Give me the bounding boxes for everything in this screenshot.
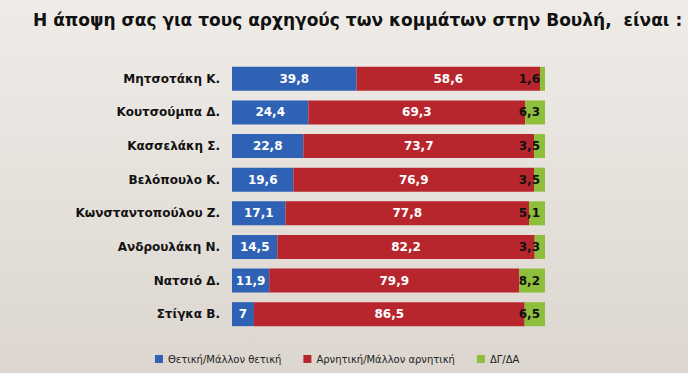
svg-text:1,6: 1,6 <box>519 72 540 86</box>
svg-text:8,2: 8,2 <box>519 274 540 288</box>
svg-text:Μητσοτάκη Κ.: Μητσοτάκη Κ. <box>123 72 220 86</box>
svg-text:Η άποψη σας για τους αρχηγούς: Η άποψη σας για τους αρχηγούς των κομμάτ… <box>33 10 682 30</box>
svg-text:86,5: 86,5 <box>374 307 404 321</box>
svg-text:19,6: 19,6 <box>248 173 278 187</box>
svg-text:Στίγκα Β.: Στίγκα Β. <box>157 307 220 321</box>
svg-text:58,6: 58,6 <box>433 72 463 86</box>
svg-text:Νατσιό Δ.: Νατσιό Δ. <box>154 274 220 288</box>
svg-text:76,9: 76,9 <box>399 173 429 187</box>
svg-text:ΔΓ/ΔΑ: ΔΓ/ΔΑ <box>490 354 520 365</box>
svg-text:22,8: 22,8 <box>253 139 283 153</box>
svg-text:Θετική/Μάλλον θετική: Θετική/Μάλλον θετική <box>168 354 281 365</box>
svg-text:39,8: 39,8 <box>279 72 309 86</box>
svg-text:3,5: 3,5 <box>519 139 540 153</box>
svg-text:Κωνσταντοπούλου Ζ.: Κωνσταντοπούλου Ζ. <box>76 206 220 220</box>
svg-text:17,1: 17,1 <box>244 206 274 220</box>
svg-text:Αρνητική/Μάλλον αρνητική: Αρνητική/Μάλλον αρνητική <box>316 354 455 365</box>
svg-text:6,5: 6,5 <box>519 307 540 321</box>
svg-text:6,3: 6,3 <box>519 105 540 119</box>
svg-text:73,7: 73,7 <box>404 139 434 153</box>
svg-text:Βελόπουλο Κ.: Βελόπουλο Κ. <box>129 173 220 187</box>
svg-text:14,5: 14,5 <box>240 240 270 254</box>
svg-text:82,2: 82,2 <box>391 240 421 254</box>
svg-text:Κασσελάκη Σ.: Κασσελάκη Σ. <box>127 139 220 153</box>
svg-text:7: 7 <box>239 307 247 321</box>
svg-text:3,3: 3,3 <box>519 240 540 254</box>
svg-text:Ανδρουλάκη Ν.: Ανδρουλάκη Ν. <box>118 240 220 254</box>
svg-text:11,9: 11,9 <box>236 274 266 288</box>
svg-text:3,5: 3,5 <box>519 173 540 187</box>
svg-text:77,8: 77,8 <box>392 206 422 220</box>
svg-text:Κουτσούμπα Δ.: Κουτσούμπα Δ. <box>116 105 220 119</box>
svg-text:24,4: 24,4 <box>255 105 285 119</box>
svg-text:79,9: 79,9 <box>379 274 409 288</box>
svg-text:5,1: 5,1 <box>519 206 540 220</box>
svg-text:69,3: 69,3 <box>402 105 432 119</box>
